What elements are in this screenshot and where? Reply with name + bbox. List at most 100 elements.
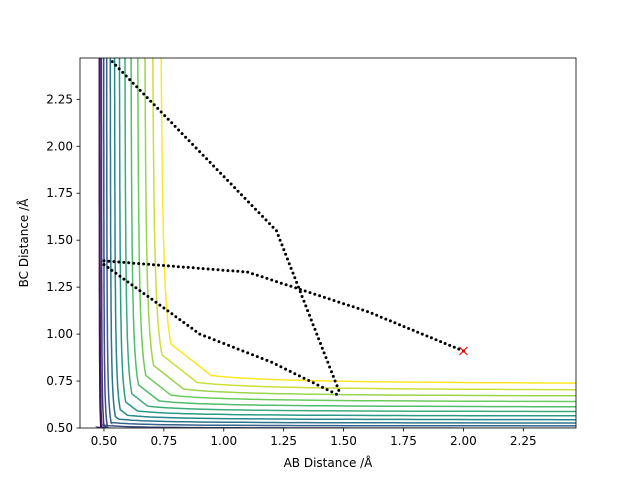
trajectory-dot — [308, 291, 312, 295]
trajectory-dot — [215, 168, 219, 172]
trajectory-dot — [322, 351, 326, 355]
contour-line — [144, 58, 576, 397]
contour-line — [152, 58, 576, 391]
trajectory-dot — [337, 388, 341, 392]
contour-line — [130, 58, 576, 408]
y-tick-label: 1.00 — [46, 327, 73, 341]
trajectory-dot — [361, 308, 365, 312]
trajectory-dot — [173, 124, 177, 128]
trajectory-dot — [268, 222, 271, 226]
trajectory-dot — [127, 261, 131, 265]
trajectory-dot — [411, 328, 415, 332]
trajectory-dot — [337, 300, 341, 304]
trajectory-dot — [308, 313, 311, 317]
trajectory-dot — [311, 381, 315, 385]
trajectory-dot — [284, 252, 288, 256]
trajectory-dot — [131, 81, 135, 85]
trajectory-dot — [356, 306, 360, 310]
y-tick-label: 0.75 — [46, 374, 73, 388]
x-tick-label: 0.50 — [91, 434, 118, 448]
trajectory-dot — [254, 207, 257, 211]
trajectory-dot — [211, 267, 215, 271]
trajectory-dot — [102, 263, 106, 267]
trajectory-dot — [231, 269, 235, 273]
trajectory-dot — [328, 365, 332, 369]
trajectory-dot — [117, 260, 121, 264]
trajectory-dot — [121, 70, 125, 74]
trajectory-dot — [298, 290, 302, 294]
trajectory-dot — [434, 338, 438, 342]
y-axis-label: BC Distance /Å — [16, 198, 31, 288]
trajectory-dot — [331, 374, 335, 378]
trajectory-dot — [135, 85, 139, 89]
trajectory-dot — [443, 342, 447, 345]
trajectory-dot — [196, 266, 200, 270]
start-marker — [458, 346, 468, 356]
trajectory-dot — [233, 186, 237, 190]
trajectory-dot — [162, 264, 165, 267]
y-axis-ticks: 0.50 0.75 1.00 1.25 1.50 1.75 2.00 2.25 — [46, 92, 80, 435]
trajectory-dot — [241, 270, 245, 274]
trajectory-dot — [407, 327, 411, 330]
trajectory-dot — [126, 280, 130, 284]
trajectory-dot — [351, 305, 355, 309]
trajectory-dot — [278, 238, 282, 242]
trajectory-dot — [186, 323, 190, 327]
trajectory-dot — [156, 106, 160, 110]
y-tick-label: 1.25 — [46, 280, 73, 294]
trajectory-dot — [145, 96, 149, 100]
trajectory-dot — [313, 292, 317, 296]
trajectory-dot — [216, 268, 220, 272]
trajectory-dot — [270, 360, 274, 364]
x-axis-label: AB Distance /Å — [284, 455, 374, 470]
trajectory-dot — [298, 288, 302, 291]
trajectory-dot — [191, 142, 195, 146]
trajectory-dot — [402, 325, 406, 329]
trajectory-dot — [330, 390, 334, 394]
x-tick-label: 2.00 — [450, 434, 477, 448]
trajectory-dot — [181, 265, 185, 269]
trajectory-dot — [236, 189, 240, 193]
trajectory-dot — [275, 280, 278, 284]
trajectory-dot — [162, 306, 166, 310]
trajectory-dot — [198, 332, 202, 336]
trajectory-dot — [439, 340, 443, 344]
trajectory-dot — [110, 268, 114, 272]
trajectory-dot — [229, 182, 233, 186]
trajectory-dot — [320, 346, 324, 350]
trajectory-dot — [150, 297, 154, 301]
trajectory-dot — [346, 303, 350, 307]
trajectory-dot — [146, 294, 150, 298]
y-tick-label: 1.50 — [46, 233, 73, 247]
trajectory-dot — [147, 262, 151, 266]
trajectory-dot — [265, 276, 269, 280]
trajectory-dot — [227, 343, 231, 347]
trajectory-dot — [282, 248, 286, 252]
trajectory-dot — [201, 267, 205, 271]
trajectory-dot — [112, 260, 116, 264]
trajectory-dot — [327, 297, 331, 301]
trajectory-dot — [177, 128, 181, 132]
trajectory-dot — [309, 318, 313, 322]
trajectory-dot — [246, 351, 250, 355]
trajectory-dot — [240, 193, 243, 197]
trajectory-dot — [114, 271, 118, 275]
trajectory-dot — [315, 332, 319, 336]
trajectory-dot — [275, 229, 278, 233]
trajectory-dot — [302, 299, 306, 303]
contour-line — [90, 58, 103, 428]
trajectory-dot — [384, 317, 388, 321]
trajectory-dot — [166, 309, 170, 313]
trajectory-dot — [294, 286, 298, 290]
trajectory-dot — [251, 272, 254, 276]
trajectory-dot — [322, 295, 326, 299]
trajectory-dot — [452, 345, 456, 349]
trajectory-dot — [208, 160, 212, 164]
trajectory-dot — [222, 175, 226, 179]
trajectory-dot — [194, 329, 198, 333]
trajectory-dot — [313, 327, 317, 331]
trajectory-dot — [324, 356, 328, 360]
trajectory-dot — [219, 171, 223, 175]
trajectory-dot — [289, 284, 293, 288]
trajectory-dot — [334, 392, 338, 396]
